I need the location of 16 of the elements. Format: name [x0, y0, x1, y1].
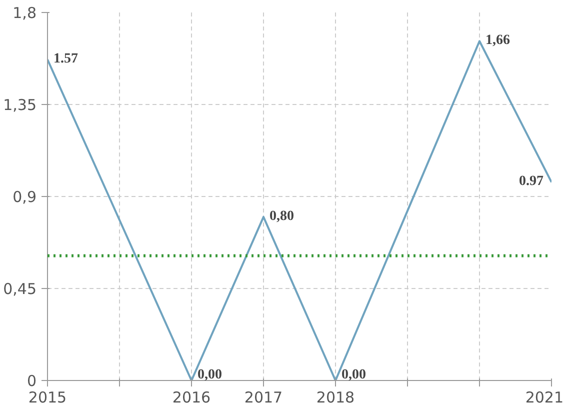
data-label: 0,00 — [342, 368, 366, 382]
y-tick-label: 1,35 — [3, 96, 37, 114]
x-tick-label: 2016 — [172, 388, 211, 406]
data-label: 1,66 — [486, 33, 510, 48]
y-tick-label: 0,9 — [12, 188, 37, 206]
data-label: 0,00 — [198, 368, 222, 382]
data-label: 0.97 — [519, 174, 544, 190]
x-tick-label: 2017 — [244, 388, 283, 406]
y-tick-label: 0,45 — [3, 280, 37, 298]
y-tick-label: 0 — [26, 372, 37, 390]
x-tick-label: 2018 — [316, 388, 355, 406]
x-tick-label: 2021 — [525, 388, 563, 406]
data-label: 0,80 — [270, 208, 294, 224]
x-tick-label: 2015 — [28, 388, 67, 406]
y-tick-label: 1,8 — [12, 4, 37, 22]
data-label: 1.57 — [54, 52, 78, 67]
